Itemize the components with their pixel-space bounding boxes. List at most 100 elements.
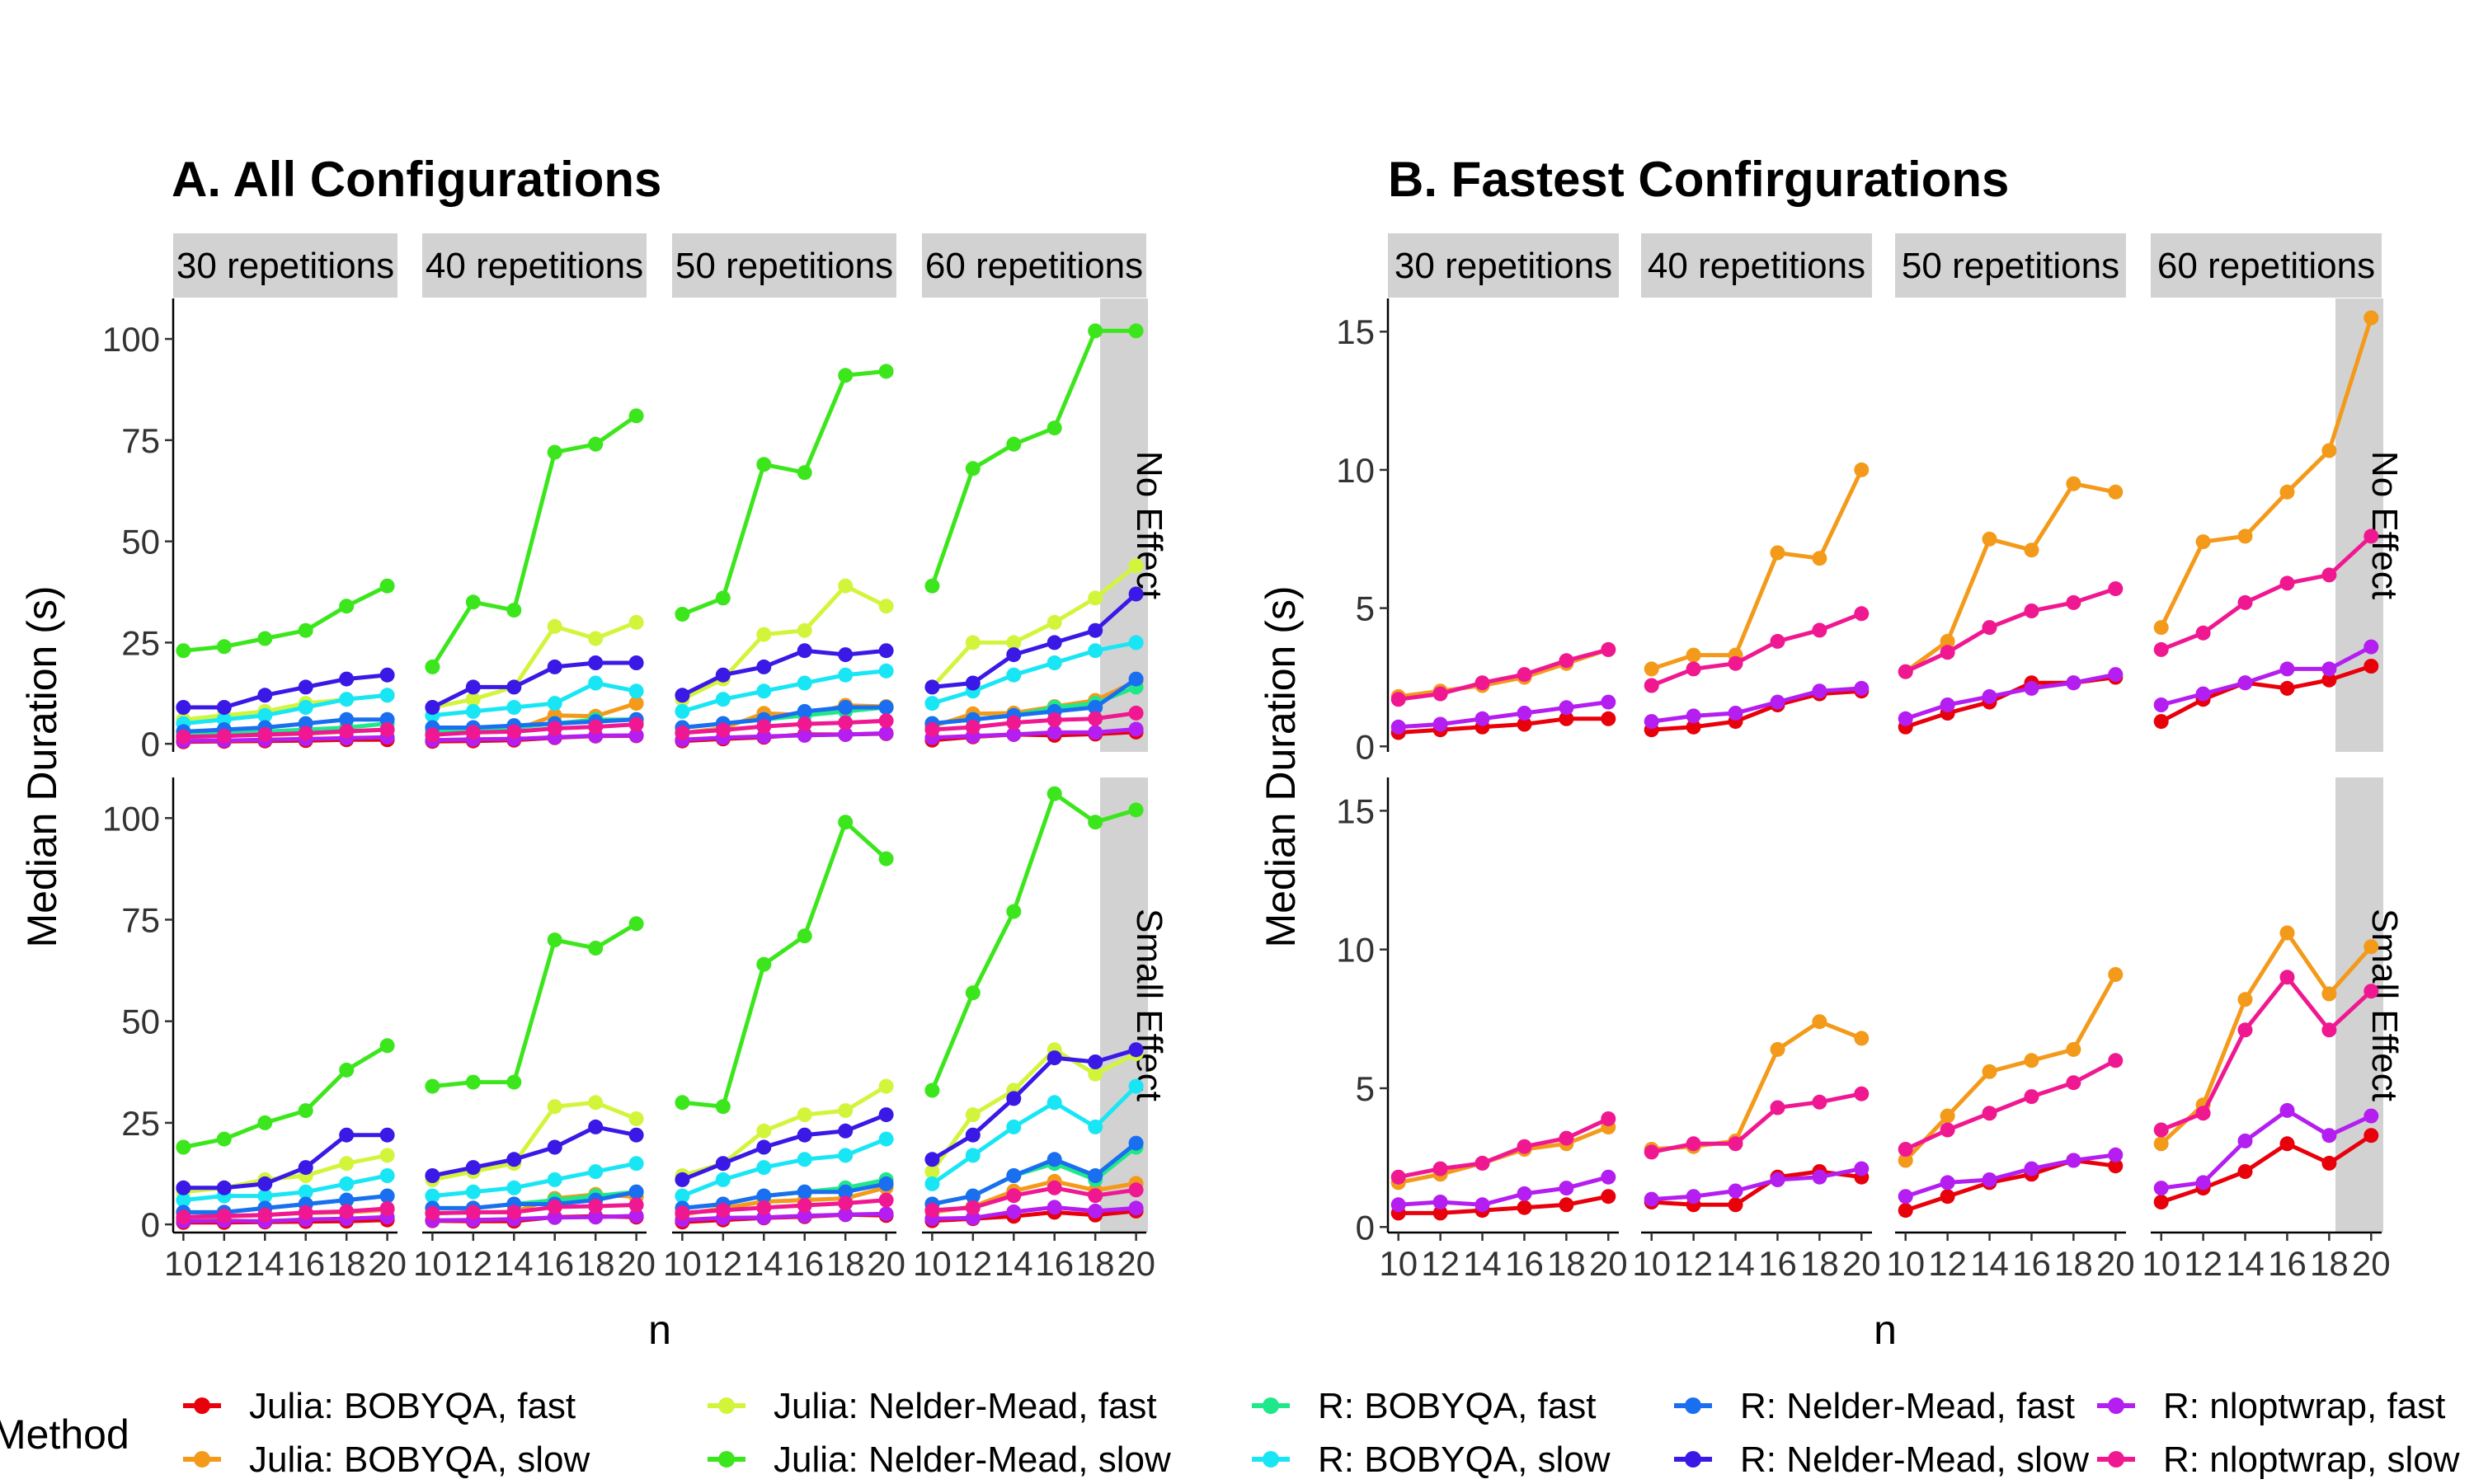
data-point	[965, 1200, 981, 1215]
data-point	[506, 1152, 522, 1167]
x-tick-label: 14	[1463, 1244, 1502, 1283]
row-strip-label: Small Effect	[1129, 909, 1169, 1101]
series-r-bobyqa-slow	[425, 1156, 644, 1204]
col-strip-label: 60 repetitions	[2157, 246, 2375, 286]
data-point	[1088, 1203, 1103, 1219]
legend-label: Julia: Nelder-Mead, fast	[774, 1386, 1157, 1426]
data-point	[756, 719, 772, 735]
series-r-nloptwrap-slow	[924, 1180, 1144, 1218]
data-point	[257, 631, 273, 646]
col-strip-label: 50 repetitions	[1902, 246, 2119, 286]
data-point	[1128, 586, 1144, 602]
data-point	[838, 715, 854, 730]
data-point	[878, 1078, 894, 1094]
series-r-nloptwrap-slow	[924, 705, 1144, 737]
series-line	[681, 369, 887, 617]
data-point	[588, 1119, 604, 1134]
data-point	[965, 1107, 981, 1123]
data-point	[425, 1188, 440, 1204]
panel-no-effect-40-repetitions	[425, 408, 644, 749]
panel-small-effect-30-repetitions: 10 12 14 16 18 20	[164, 1038, 407, 1283]
data-point	[547, 696, 562, 711]
data-point	[298, 679, 313, 695]
data-point	[1898, 1142, 1913, 1157]
data-point	[257, 726, 273, 742]
data-point	[1898, 1153, 1913, 1168]
data-point	[339, 711, 355, 727]
data-point	[797, 1107, 812, 1123]
figure-a-title: A. All Configurations	[172, 152, 661, 207]
data-point	[588, 655, 604, 670]
data-point	[797, 675, 812, 691]
series-julia-bobyqa-slow	[1898, 967, 2124, 1168]
data-point	[2024, 1053, 2039, 1068]
y-tick-label: 50	[121, 1003, 160, 1041]
data-point	[965, 1127, 981, 1143]
data-point	[675, 1205, 690, 1221]
series-r-nloptwrap-slow	[675, 713, 894, 740]
y-tick-label: 0	[141, 725, 160, 763]
series-r-nloptwrap-fast	[1390, 694, 1616, 735]
data-point	[379, 688, 395, 703]
data-point	[1047, 420, 1062, 436]
data-point	[1006, 1091, 1022, 1106]
x-tick-label: 18	[1076, 1244, 1115, 1283]
data-point	[1006, 667, 1022, 683]
data-point	[588, 1164, 604, 1180]
data-point	[1432, 1205, 1448, 1221]
data-point	[379, 1188, 395, 1204]
data-point	[506, 603, 522, 618]
data-point	[1854, 1086, 1870, 1101]
legend-key-point	[1263, 1397, 1279, 1414]
data-point	[339, 1192, 355, 1208]
data-point	[2108, 484, 2124, 500]
data-point	[628, 1208, 644, 1223]
data-point	[465, 725, 481, 740]
data-point	[176, 700, 191, 715]
y-tick-label: 25	[121, 1104, 160, 1143]
data-point	[2237, 1164, 2253, 1179]
data-point	[1047, 712, 1062, 728]
data-point	[675, 725, 690, 740]
data-point	[878, 851, 894, 866]
x-tick-label: 16	[1758, 1244, 1797, 1283]
data-point	[216, 1208, 232, 1223]
x-tick-label: 18	[2054, 1244, 2093, 1283]
legend-item-r-bobyqa-slow: R: BOBYQA, slow	[1252, 1439, 1611, 1480]
data-point	[216, 711, 232, 727]
x-tick-label: 18	[1547, 1244, 1586, 1283]
data-point	[1940, 1189, 1955, 1205]
legend-label: R: Nelder-Mead, slow	[1740, 1439, 2089, 1480]
figure-b-ylabel: Median Duration (s)	[1258, 585, 1304, 947]
legend-title: Method	[0, 1411, 129, 1458]
data-point	[1390, 1197, 1406, 1213]
data-point	[756, 457, 772, 472]
data-point	[176, 1180, 191, 1195]
legend-key-point	[718, 1451, 735, 1468]
x-tick-label: 10	[164, 1244, 203, 1283]
data-point	[2153, 620, 2169, 636]
data-point	[675, 607, 690, 622]
data-point	[425, 659, 440, 674]
data-point	[176, 1139, 191, 1155]
series-r-nloptwrap-slow	[1898, 1053, 2124, 1157]
data-point	[1006, 1119, 1022, 1134]
col-strip: 50 repetitions	[672, 233, 896, 298]
data-point	[924, 722, 940, 737]
x-tick-label: 20	[1589, 1244, 1628, 1283]
data-point	[924, 578, 940, 594]
data-point	[1047, 1095, 1062, 1111]
data-point	[298, 700, 313, 715]
data-point	[2153, 1181, 2169, 1196]
data-point	[1812, 1169, 1827, 1185]
data-point	[1047, 635, 1062, 650]
data-point	[1770, 1100, 1785, 1115]
data-point	[1088, 590, 1103, 606]
col-strip: 50 repetitions	[1895, 233, 2126, 298]
data-point	[797, 1152, 812, 1167]
series-line	[1904, 1059, 2117, 1152]
data-point	[339, 1176, 355, 1191]
x-tick-label: 14	[1970, 1244, 2009, 1283]
data-point	[1770, 633, 1785, 649]
data-point	[465, 1074, 481, 1090]
